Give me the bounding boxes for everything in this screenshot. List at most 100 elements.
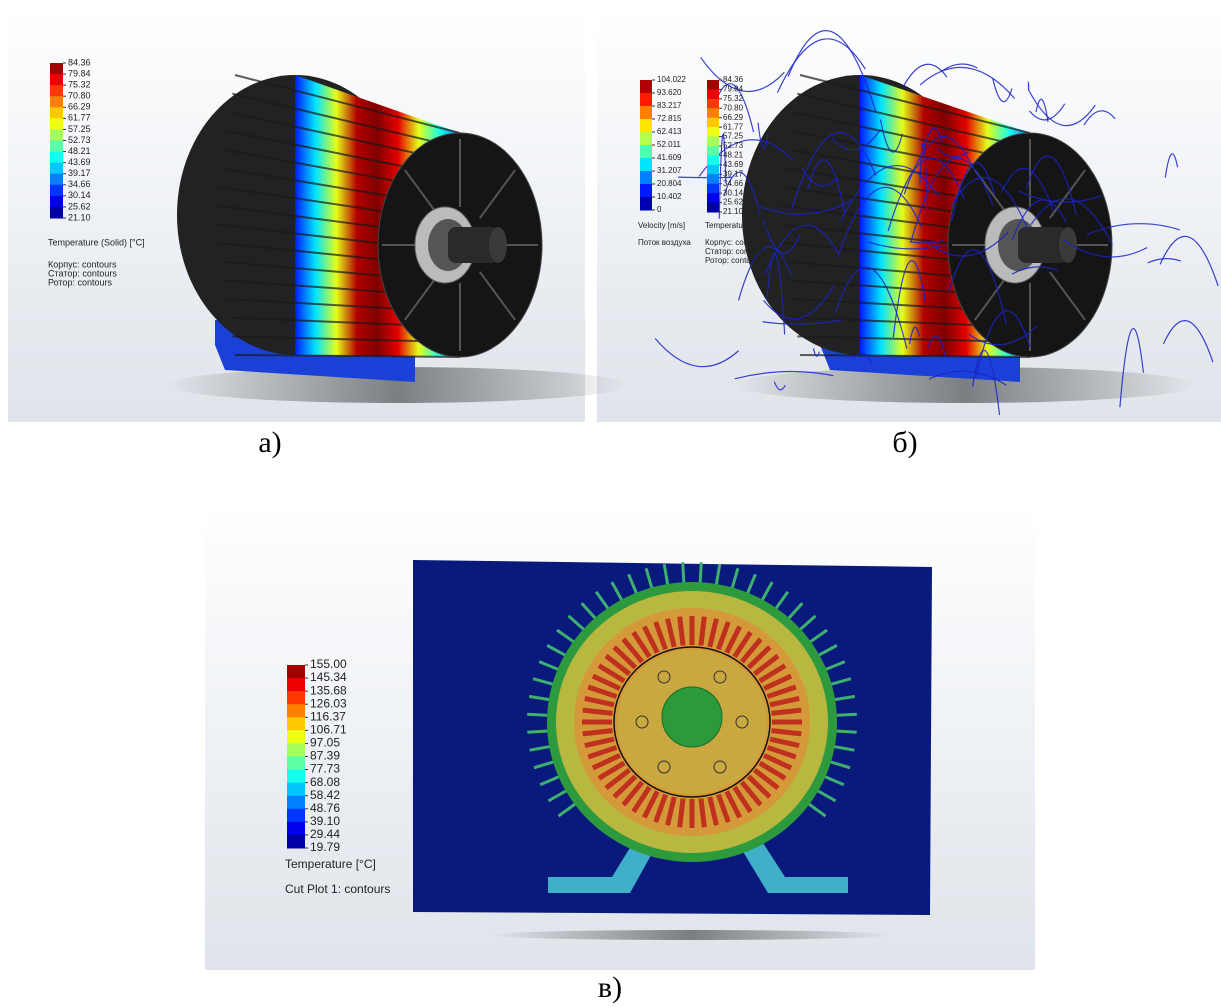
colorbar-segment — [707, 137, 719, 147]
colorbar-segment — [707, 184, 719, 194]
colorbar-segment — [707, 80, 719, 90]
motor-shaft-end — [489, 227, 507, 263]
stator-slot — [583, 710, 613, 713]
colorbar-label: 97.05 — [310, 736, 340, 750]
colorbar-label: 57.25 — [68, 124, 91, 134]
colorbar-segment — [640, 132, 652, 146]
legend-line: Корпус: contours — [705, 238, 766, 247]
colorbar-label: 61.77 — [723, 122, 744, 131]
figure: а)84.3679.8475.3270.8066.2961.7757.2552.… — [0, 0, 1221, 1007]
stator-slot — [701, 617, 704, 646]
colorbar-segment — [287, 678, 305, 692]
shaft — [662, 687, 722, 747]
colorbar-label: 155.00 — [310, 657, 347, 671]
colorbar-label: 84.36 — [723, 75, 744, 84]
caption: б) — [892, 426, 917, 459]
colorbar-label: 93.620 — [657, 88, 682, 97]
colorbar-label: 31.207 — [657, 166, 682, 175]
colorbar-segment — [50, 196, 63, 208]
colorbar-segment — [707, 99, 719, 109]
colorbar-label: 0 — [657, 205, 662, 214]
colorbar-label: 70.80 — [723, 103, 744, 112]
legend-line: Ротор: contours — [705, 256, 762, 265]
colorbar-label: 10.402 — [657, 192, 682, 201]
colorbar-label: 48.76 — [310, 801, 340, 815]
colorbar-segment — [707, 165, 719, 175]
colorbar-label: 106.71 — [310, 723, 347, 737]
stator-slot — [771, 731, 801, 734]
colorbar-segment — [50, 163, 63, 175]
colorbar-segment — [50, 85, 63, 97]
colorbar-segment — [707, 146, 719, 156]
colorbar-segment — [50, 74, 63, 86]
colorbar-segment — [287, 717, 305, 731]
colorbar-label: 52.73 — [68, 135, 91, 145]
colorbar-segment — [287, 691, 305, 705]
colorbar-label: 66.29 — [68, 102, 91, 112]
colorbar-segment — [287, 743, 305, 757]
colorbar-label: 62.413 — [657, 127, 682, 136]
colorbar-segment — [640, 197, 652, 211]
colorbar-label: 75.32 — [723, 94, 744, 103]
colorbar-label: 58.42 — [310, 788, 340, 802]
colorbar-segment — [50, 174, 63, 186]
colorbar-label: 43.69 — [68, 157, 91, 167]
colorbar-label: 83.217 — [657, 101, 682, 110]
colorbar-segment — [640, 106, 652, 120]
colorbar-label: 21.10 — [68, 212, 91, 222]
colorbar-segment — [707, 118, 719, 128]
colorbar-label: 48.21 — [68, 146, 91, 156]
colorbar-label: 84.36 — [68, 57, 91, 67]
colorbar-segment — [287, 835, 305, 849]
colorbar-segment — [707, 174, 719, 184]
colorbar-label: 39.10 — [310, 814, 340, 828]
colorbar-label: 52.73 — [723, 141, 744, 150]
legend-title: Temperature [°C] — [285, 857, 376, 871]
legend-title: Temperature (Solid) [°C] — [705, 221, 791, 230]
colorbar-segment — [640, 145, 652, 159]
colorbar-segment — [640, 80, 652, 94]
stator-slot — [583, 731, 613, 734]
colorbar-segment — [50, 141, 63, 153]
colorbar-label: 104.022 — [657, 75, 686, 84]
colorbar-label: 57.25 — [723, 132, 744, 141]
colorbar-label: 43.69 — [723, 160, 744, 169]
colorbar-segment — [707, 127, 719, 137]
colorbar-label: 30.14 — [68, 190, 91, 200]
colorbar-segment — [50, 107, 63, 119]
motor-shaft-end — [1059, 227, 1077, 263]
colorbar-segment — [640, 171, 652, 185]
colorbar-label: 70.80 — [68, 91, 91, 101]
colorbar-label: 87.39 — [310, 749, 340, 763]
colorbar-label: 20.804 — [657, 179, 682, 188]
colorbar-segment — [287, 770, 305, 784]
colorbar-segment — [50, 118, 63, 130]
colorbar-segment — [287, 704, 305, 718]
colorbar-label: 25.62 — [723, 198, 744, 207]
stator-slot — [701, 799, 704, 828]
colorbar-label: 19.79 — [310, 840, 340, 854]
colorbar-segment — [50, 152, 63, 164]
colorbar-label: 79.84 — [68, 68, 91, 78]
colorbar-label: 116.37 — [310, 709, 346, 723]
legend-line: Статор: contours — [705, 247, 766, 256]
colorbar-segment — [707, 108, 719, 118]
colorbar-segment — [640, 93, 652, 107]
colorbar-label: 72.815 — [657, 114, 682, 123]
colorbar-segment — [707, 155, 719, 165]
colorbar-label: 135.68 — [310, 683, 347, 697]
plate-shadow — [490, 930, 890, 940]
legend-line: Поток воздуха — [638, 238, 691, 247]
colorbar-label: 39.17 — [68, 168, 91, 178]
colorbar-segment — [50, 129, 63, 141]
colorbar-label: 41.609 — [657, 153, 682, 162]
colorbar-label: 34.66 — [68, 179, 91, 189]
colorbar-segment — [287, 665, 305, 679]
legend-title: Velocity [m/s] — [638, 221, 685, 230]
colorbar-segment — [287, 730, 305, 744]
stator-slot — [680, 617, 683, 646]
caption: в) — [598, 971, 622, 1004]
colorbar-segment — [50, 63, 63, 75]
colorbar-segment — [640, 158, 652, 172]
colorbar-label: 68.08 — [310, 775, 340, 789]
